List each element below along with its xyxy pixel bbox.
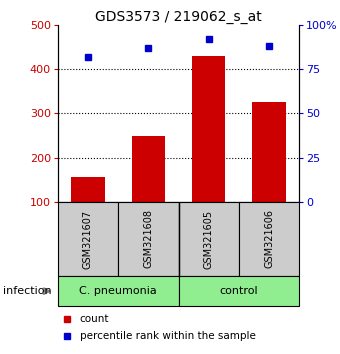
Bar — [58, 276, 178, 306]
Bar — [178, 202, 239, 276]
Text: GSM321605: GSM321605 — [204, 209, 214, 269]
Bar — [252, 102, 286, 202]
Bar — [178, 276, 299, 306]
Text: GSM321606: GSM321606 — [264, 210, 274, 268]
Text: percentile rank within the sample: percentile rank within the sample — [80, 331, 255, 341]
Bar — [118, 202, 178, 276]
Bar — [192, 56, 225, 202]
Title: GDS3573 / 219062_s_at: GDS3573 / 219062_s_at — [95, 10, 262, 24]
Text: control: control — [220, 286, 258, 296]
Text: GSM321607: GSM321607 — [83, 209, 93, 269]
Text: GSM321608: GSM321608 — [143, 210, 153, 268]
Text: C. pneumonia: C. pneumonia — [79, 286, 157, 296]
Text: count: count — [80, 314, 109, 324]
Bar — [239, 202, 299, 276]
Bar — [71, 177, 105, 202]
Bar — [58, 202, 118, 276]
Text: infection: infection — [3, 286, 52, 296]
Bar — [132, 136, 165, 202]
